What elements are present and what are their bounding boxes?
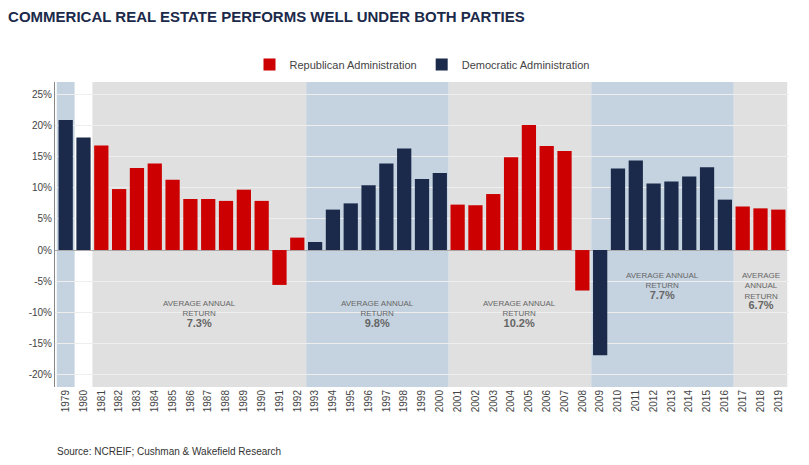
svg-text:1994: 1994: [327, 390, 338, 413]
svg-text:1985: 1985: [167, 390, 178, 413]
svg-text:2012: 2012: [648, 390, 659, 413]
svg-text:1981: 1981: [96, 390, 107, 413]
svg-text:Source: NCREIF; Cushman & Wake: Source: NCREIF; Cushman & Wakefield Rese…: [57, 446, 281, 457]
svg-text:1987: 1987: [202, 390, 213, 413]
svg-text:2009: 2009: [594, 390, 605, 413]
svg-text:2018: 2018: [755, 390, 766, 413]
svg-text:2002: 2002: [470, 390, 481, 413]
svg-text:AVERAGEANNUALRETURN6.7%: AVERAGEANNUALRETURN6.7%: [742, 271, 780, 311]
svg-text:2003: 2003: [488, 390, 499, 413]
svg-text:2019: 2019: [773, 390, 784, 413]
svg-text:1995: 1995: [345, 390, 356, 413]
svg-text:2005: 2005: [523, 390, 534, 413]
svg-text:1990: 1990: [256, 390, 267, 413]
svg-text:1986: 1986: [185, 390, 196, 413]
svg-text:1999: 1999: [416, 390, 427, 413]
svg-text:2010: 2010: [612, 390, 623, 413]
svg-text:1980: 1980: [78, 390, 89, 413]
svg-text:1982: 1982: [113, 390, 124, 413]
svg-text:Republican Administration: Republican Administration: [290, 59, 417, 71]
svg-text:2016: 2016: [719, 390, 730, 413]
svg-text:2006: 2006: [541, 390, 552, 413]
svg-text:1989: 1989: [238, 390, 249, 413]
svg-text:-15%: -15%: [29, 338, 52, 349]
svg-text:1997: 1997: [381, 390, 392, 413]
svg-text:1996: 1996: [363, 390, 374, 413]
svg-text:1979: 1979: [60, 390, 71, 413]
svg-text:AVERAGE ANNUALRETURN7.3%: AVERAGE ANNUALRETURN7.3%: [163, 299, 236, 329]
svg-text:1992: 1992: [292, 390, 303, 413]
svg-text:1993: 1993: [309, 390, 320, 413]
svg-text:2000: 2000: [434, 390, 445, 413]
svg-text:-5%: -5%: [34, 276, 52, 287]
svg-text:20%: 20%: [32, 120, 52, 131]
svg-text:1991: 1991: [274, 390, 285, 413]
svg-text:10%: 10%: [32, 182, 52, 193]
svg-text:AVERAGE ANNUALRETURN7.7%: AVERAGE ANNUALRETURN7.7%: [626, 271, 699, 301]
svg-text:2008: 2008: [577, 390, 588, 413]
svg-text:2014: 2014: [683, 390, 694, 413]
svg-text:-10%: -10%: [29, 307, 52, 318]
svg-text:COMMERICAL REAL ESTATE PERFORM: COMMERICAL REAL ESTATE PERFORMS WELL UND…: [8, 8, 525, 25]
svg-text:2015: 2015: [701, 390, 712, 413]
svg-text:2001: 2001: [452, 390, 463, 413]
svg-text:AVERAGE ANNUALRETURN9.8%: AVERAGE ANNUALRETURN9.8%: [341, 299, 414, 329]
svg-text:1984: 1984: [149, 390, 160, 413]
svg-text:-20%: -20%: [29, 369, 52, 380]
svg-text:25%: 25%: [32, 89, 52, 100]
svg-text:1983: 1983: [131, 390, 142, 413]
svg-text:5%: 5%: [38, 213, 53, 224]
svg-text:2004: 2004: [505, 390, 516, 413]
svg-text:AVERAGE ANNUALRETURN10.2%: AVERAGE ANNUALRETURN10.2%: [483, 299, 556, 329]
svg-text:Democratic Administration: Democratic Administration: [462, 59, 590, 71]
svg-text:2013: 2013: [666, 390, 677, 413]
svg-text:1998: 1998: [398, 390, 409, 413]
svg-text:0%: 0%: [38, 245, 53, 256]
svg-text:2007: 2007: [559, 390, 570, 413]
svg-text:1988: 1988: [220, 390, 231, 413]
svg-text:2011: 2011: [630, 390, 641, 412]
svg-text:2017: 2017: [737, 390, 748, 413]
svg-text:15%: 15%: [32, 151, 52, 162]
